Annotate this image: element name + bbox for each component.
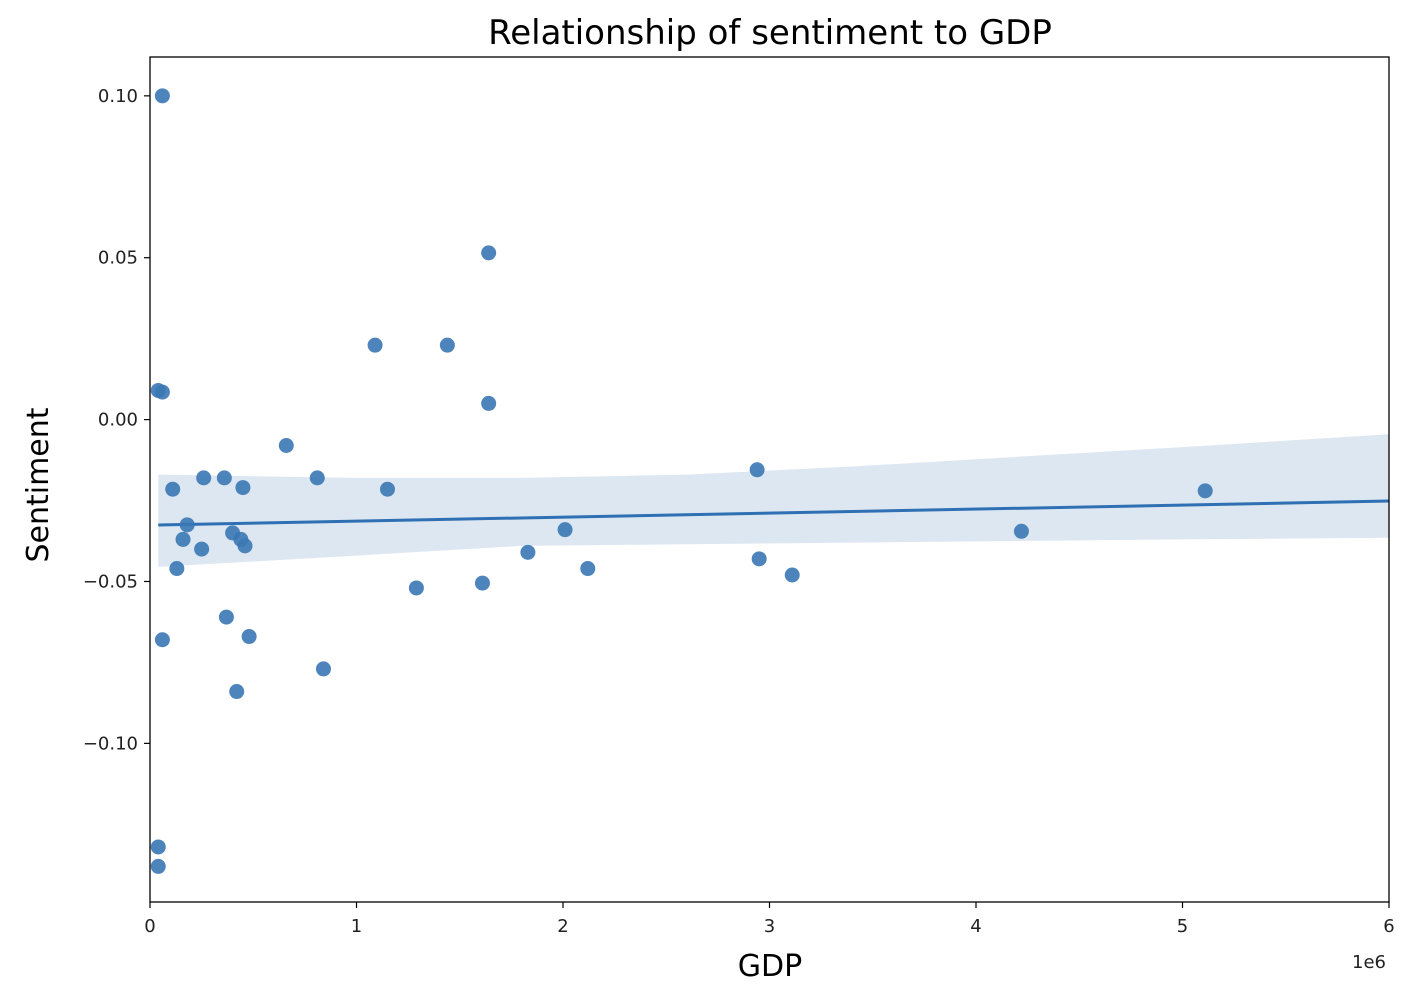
data-point — [165, 481, 181, 497]
data-point — [439, 337, 455, 353]
y-tick-label: 0.10 — [98, 86, 138, 107]
data-point — [315, 661, 331, 677]
data-point — [784, 567, 800, 583]
data-point — [751, 551, 767, 567]
data-point — [481, 245, 497, 261]
y-axis-ticks: 0.10 0.05 0.00 −0.05 −0.10 — [83, 86, 150, 754]
data-point — [154, 384, 170, 400]
data-point — [408, 580, 424, 596]
y-tick-label: 0.05 — [98, 248, 138, 269]
data-point — [1013, 523, 1029, 539]
y-tick-label: −0.10 — [83, 733, 138, 754]
data-point — [229, 684, 245, 700]
y-axis-label: Sentiment — [21, 407, 56, 562]
data-point — [169, 561, 185, 577]
data-point — [154, 632, 170, 648]
points-layer — [150, 88, 1213, 874]
data-point — [179, 517, 195, 533]
data-point — [520, 544, 536, 560]
data-point — [150, 858, 166, 874]
data-point — [474, 575, 490, 591]
data-point — [557, 522, 573, 538]
data-point — [175, 531, 191, 547]
data-point — [196, 470, 212, 486]
data-point — [235, 480, 251, 496]
data-point — [309, 470, 325, 486]
regression-line-layer — [158, 499, 1390, 527]
x-tick-label: 4 — [970, 916, 981, 937]
data-point — [749, 462, 765, 478]
x-tick-label: 1 — [351, 916, 362, 937]
data-point — [216, 470, 232, 486]
data-point — [150, 839, 166, 855]
data-point — [237, 538, 253, 554]
data-point — [481, 395, 497, 411]
data-point — [379, 481, 395, 497]
data-point — [154, 88, 170, 104]
x-axis-ticks: 0 1 2 3 4 5 6 — [144, 902, 1395, 937]
x-axis-label: GDP — [738, 949, 802, 984]
x-tick-label: 2 — [557, 916, 568, 937]
x-tick-label: 5 — [1177, 916, 1188, 937]
data-point — [218, 609, 234, 625]
y-tick-label: −0.05 — [83, 571, 138, 592]
data-point — [241, 629, 257, 645]
confidence-band-layer — [158, 434, 1389, 567]
data-point — [1197, 483, 1213, 499]
y-tick-label: 0.00 — [98, 410, 138, 431]
x-tick-label: 6 — [1383, 916, 1394, 937]
data-point — [194, 541, 210, 557]
confidence-band — [158, 434, 1389, 567]
x-tick-label: 3 — [764, 916, 775, 937]
x-tick-label: 0 — [144, 916, 155, 937]
x-axis-offset-label: 1e6 — [1352, 952, 1386, 973]
data-point — [367, 337, 383, 353]
data-point — [278, 438, 294, 454]
data-point — [580, 561, 596, 577]
chart-title: Relationship of sentiment to GDP — [488, 13, 1052, 53]
regression-line — [158, 499, 1390, 527]
